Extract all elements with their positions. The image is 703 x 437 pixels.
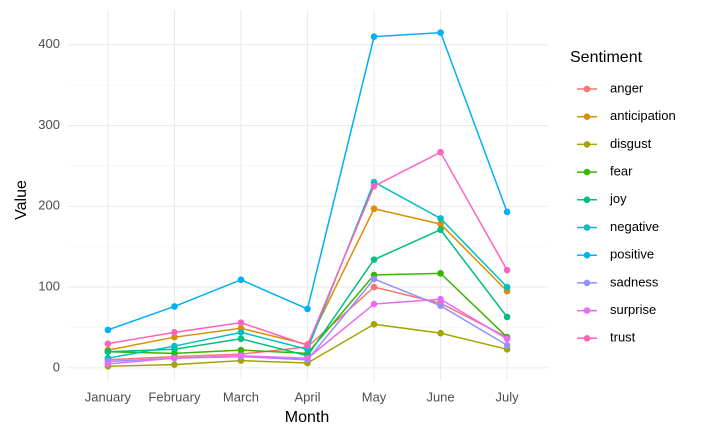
marks [104,29,511,370]
data-point [437,295,444,303]
x-tick-label: February [148,389,201,404]
legend-key-point [583,168,591,176]
legend-key-point [583,113,591,120]
data-point [437,329,444,337]
legend-key-point [583,307,591,314]
legend-label: trust [610,330,636,345]
data-point [370,205,378,213]
data-point [304,354,311,362]
data-point [304,305,311,313]
legend-label: negative [610,219,659,234]
legend-key-point [583,279,591,287]
y-tick-label: 100 [38,279,60,294]
x-tick-label: May [362,389,387,404]
grid [68,10,547,380]
x-tick-label: April [294,389,320,404]
data-point [370,300,378,308]
legend-label: fear [610,164,633,179]
legend-label: positive [610,247,654,262]
x-tick-label: January [85,389,132,404]
data-point [370,256,378,263]
data-point [171,329,178,336]
data-point [237,335,245,343]
x-axis-title: Month [285,409,329,426]
data-point [503,341,511,349]
x-tick-label: July [496,389,520,404]
legend-title: Sentiment [570,49,643,66]
data-point [437,302,444,309]
data-point [370,320,378,328]
data-point [437,29,444,36]
y-tick-label: 300 [38,117,60,132]
data-point [171,303,178,310]
data-point [171,333,178,341]
data-point [437,220,444,228]
y-axis-title: Value [13,180,30,220]
legend-key-point [583,251,591,259]
data-point [304,341,311,349]
data-point [237,319,245,326]
data-point [370,275,378,283]
data-point [370,283,378,291]
legend-label: anger [610,80,644,95]
y-tick-label: 0 [53,359,60,374]
data-point [171,342,178,350]
legend-key-point [583,141,591,148]
data-point [503,335,511,343]
data-point [104,348,112,356]
y-tick-label: 200 [38,198,60,213]
data-point [370,182,378,190]
legend: anger anticipation disgust fear joy negative p… [577,80,676,345]
legend-label: sadness [610,274,659,289]
data-point [237,352,245,360]
data-point [437,226,444,234]
legend-label: surprise [610,302,656,317]
data-point [503,208,511,216]
data-point [503,313,511,321]
x-tick-label: June [426,389,454,404]
data-point [237,346,245,354]
data-point [437,270,444,277]
data-point [104,326,112,334]
legend-key-point [583,224,591,231]
data-point [503,266,511,274]
legend-label: disgust [610,136,652,151]
data-point [104,360,112,368]
legend-label: joy [609,191,627,206]
data-point [503,283,511,291]
data-point [171,361,178,368]
data-point [437,148,444,156]
data-point [104,340,112,347]
data-point [437,215,444,222]
legend-label: anticipation [610,108,676,123]
legend-key-point [583,85,591,93]
data-point [237,276,245,284]
y-tick-label: 400 [38,36,60,51]
data-point [237,329,245,336]
data-point [370,33,378,40]
data-point [171,354,178,362]
x-tick-label: March [223,389,259,404]
legend-key-point [583,335,591,342]
legend-key-point [583,196,591,204]
